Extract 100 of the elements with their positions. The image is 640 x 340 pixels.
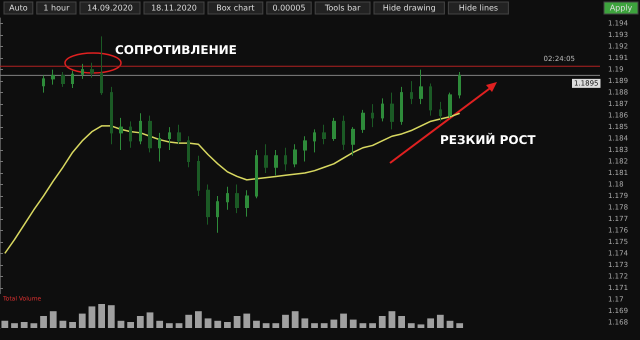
bar bbox=[195, 311, 202, 328]
bar bbox=[20, 322, 28, 328]
bar bbox=[69, 322, 76, 328]
annotation: СОПРОТИВЛЕНИЕ bbox=[115, 43, 237, 57]
bar bbox=[176, 323, 182, 328]
candlestick bbox=[197, 155, 200, 196]
bar bbox=[282, 314, 289, 328]
text: 18.11.2020 bbox=[151, 4, 197, 12]
bar bbox=[398, 316, 405, 328]
candlestick bbox=[168, 126, 171, 151]
bar bbox=[360, 323, 366, 328]
candlestick bbox=[139, 112, 142, 145]
bar bbox=[156, 320, 164, 328]
candlestick bbox=[371, 104, 374, 128]
bar bbox=[446, 320, 454, 328]
candlestick bbox=[303, 136, 307, 162]
candlestick bbox=[71, 70, 74, 89]
text: Tools bar bbox=[324, 4, 362, 12]
candlestick bbox=[274, 150, 278, 176]
bar bbox=[204, 318, 212, 328]
candlestick bbox=[264, 144, 268, 174]
bar bbox=[340, 314, 347, 328]
candlestick bbox=[332, 117, 336, 142]
candlestick bbox=[361, 109, 365, 134]
candlestick bbox=[390, 92, 394, 130]
bar bbox=[60, 320, 66, 328]
bar bbox=[185, 314, 192, 328]
bar bbox=[30, 323, 38, 328]
candlestick bbox=[342, 115, 345, 151]
bar bbox=[378, 316, 386, 328]
candlestick bbox=[313, 128, 316, 153]
bar bbox=[11, 323, 18, 328]
candlestick bbox=[458, 71, 461, 99]
candlestick bbox=[158, 132, 161, 162]
candlestick bbox=[90, 62, 94, 78]
text: 0.00005 bbox=[272, 4, 306, 12]
candlestick bbox=[119, 117, 123, 151]
bar bbox=[311, 323, 318, 328]
bar bbox=[456, 323, 464, 328]
bar bbox=[427, 318, 434, 328]
text: Apply bbox=[610, 4, 633, 12]
bar bbox=[301, 318, 308, 328]
candlestick bbox=[129, 120, 132, 148]
candlestick bbox=[235, 184, 239, 214]
candlestick bbox=[187, 136, 190, 168]
annotation: РЕЗКИЙ РОСТ bbox=[440, 132, 536, 147]
bar bbox=[253, 320, 260, 328]
bar bbox=[214, 320, 222, 328]
text: Hide drawing bbox=[382, 4, 436, 12]
bar bbox=[436, 314, 444, 328]
bar bbox=[127, 322, 134, 328]
bar bbox=[146, 312, 154, 328]
bar bbox=[1, 320, 8, 328]
bar bbox=[369, 323, 376, 328]
bar bbox=[40, 316, 47, 328]
candlestick bbox=[322, 124, 326, 145]
candlestick bbox=[255, 150, 258, 199]
bar bbox=[272, 323, 280, 328]
bar bbox=[118, 320, 124, 328]
candlestick bbox=[410, 80, 413, 105]
candlestick bbox=[148, 115, 152, 153]
bar bbox=[408, 323, 415, 328]
bar bbox=[320, 323, 328, 328]
bar bbox=[98, 304, 105, 328]
candlestick bbox=[419, 69, 423, 105]
bar bbox=[108, 305, 115, 328]
bar bbox=[224, 322, 231, 328]
bar bbox=[78, 314, 86, 328]
candlestick bbox=[448, 92, 452, 118]
bar bbox=[262, 323, 270, 328]
candlestick bbox=[284, 147, 287, 172]
text: Box chart bbox=[216, 4, 255, 12]
bar bbox=[388, 311, 396, 328]
candlestick bbox=[216, 195, 219, 234]
bar bbox=[50, 311, 57, 328]
candlestick bbox=[61, 71, 65, 88]
text: Auto bbox=[9, 4, 28, 12]
bar bbox=[350, 320, 357, 328]
bar bbox=[418, 324, 424, 328]
bar bbox=[136, 316, 144, 328]
candlestick bbox=[400, 86, 403, 126]
candlestick bbox=[245, 190, 249, 218]
candlestick bbox=[206, 184, 210, 226]
candlestick bbox=[51, 69, 55, 86]
candlestick bbox=[439, 101, 442, 122]
bar bbox=[88, 306, 96, 328]
text: Hide lines bbox=[458, 4, 498, 12]
candlestick bbox=[226, 186, 229, 210]
candlestick bbox=[429, 82, 432, 116]
bar bbox=[292, 311, 299, 328]
candlestick bbox=[351, 126, 355, 156]
text: 1 hour bbox=[43, 4, 70, 12]
candlestick bbox=[293, 144, 297, 168]
bar bbox=[166, 323, 173, 328]
candlestick bbox=[42, 74, 45, 94]
candlestick bbox=[81, 63, 84, 80]
candlestick bbox=[381, 98, 384, 122]
bar bbox=[234, 316, 240, 328]
candlestick bbox=[100, 36, 103, 96]
bar bbox=[243, 314, 250, 328]
